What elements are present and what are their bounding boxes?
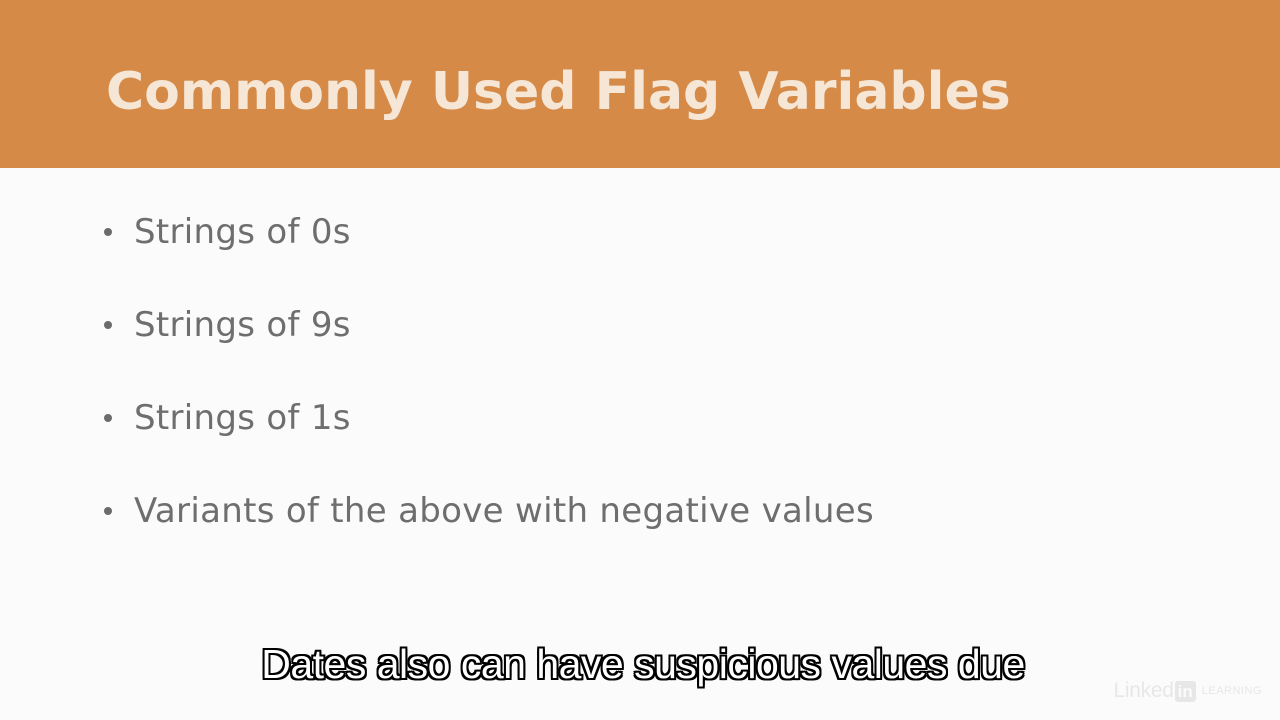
bullet-dot-icon bbox=[104, 507, 112, 515]
bullet-text: Variants of the above with negative valu… bbox=[134, 491, 874, 531]
watermark-brand-text: Linked bbox=[1113, 679, 1174, 702]
watermark-product-text: LEARNING bbox=[1201, 685, 1262, 697]
bullet-text: Strings of 1s bbox=[134, 398, 351, 438]
bullet-dot-icon bbox=[104, 321, 112, 329]
bullet-text: Strings of 9s bbox=[134, 305, 351, 345]
bullet-list: Strings of 0s Strings of 9s Strings of 1… bbox=[104, 206, 874, 578]
bullet-dot-icon bbox=[104, 228, 112, 236]
slide-title: Commonly Used Flag Variables bbox=[106, 62, 1011, 122]
bullet-item: Strings of 0s bbox=[104, 206, 874, 299]
bullet-dot-icon bbox=[104, 414, 112, 422]
linkedin-learning-watermark: Linked in LEARNING bbox=[1114, 679, 1262, 703]
title-banner: Commonly Used Flag Variables bbox=[0, 0, 1280, 168]
bullet-item: Variants of the above with negative valu… bbox=[104, 485, 874, 578]
bullet-item: Strings of 1s bbox=[104, 392, 874, 485]
linkedin-logo-icon: in bbox=[1174, 680, 1196, 702]
bullet-item: Strings of 9s bbox=[104, 299, 874, 392]
bullet-text: Strings of 0s bbox=[134, 212, 351, 252]
subtitle-caption: Dates also can have suspicious values du… bbox=[261, 641, 1025, 687]
